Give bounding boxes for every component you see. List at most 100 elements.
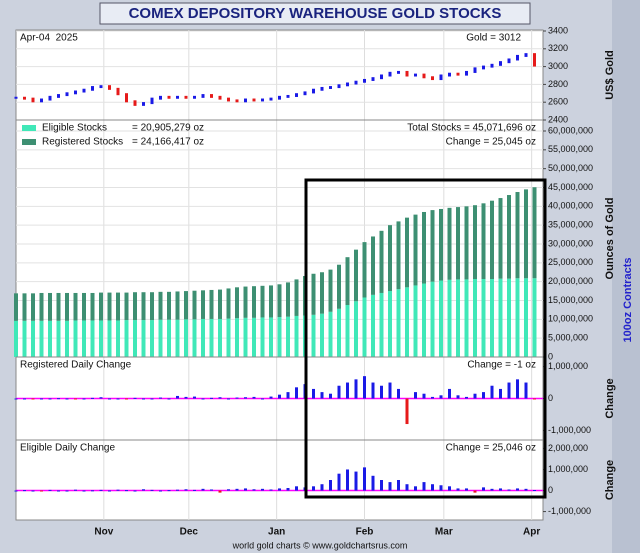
stock-bar	[371, 236, 375, 295]
price-bar	[57, 94, 60, 98]
stock-bar	[328, 269, 333, 312]
change-bar	[422, 482, 426, 491]
stock-bar	[158, 319, 163, 357]
stock-bar	[141, 292, 146, 321]
stock-bar	[481, 203, 486, 280]
y-tick-label: 0	[548, 485, 553, 495]
change-bar	[414, 486, 417, 491]
right-label: 100oz Contracts	[622, 258, 634, 343]
stock-bar	[243, 317, 248, 357]
y-axis-label: Change	[604, 378, 616, 418]
change-bar	[329, 480, 332, 491]
stock-bar	[167, 291, 171, 320]
price-bar	[193, 95, 196, 99]
stock-bar	[456, 279, 460, 357]
change-bar	[116, 489, 120, 491]
stock-bar	[507, 195, 511, 279]
price-bar	[397, 70, 400, 74]
change-bar	[176, 395, 179, 399]
footer: world gold charts © www.goldchartsrus.co…	[232, 540, 408, 550]
change-bar	[159, 490, 162, 492]
stock-bar	[337, 264, 341, 309]
price-bar	[108, 85, 111, 90]
price-bar	[167, 95, 171, 99]
price-bar	[456, 72, 460, 76]
x-tick-label: Jan	[268, 527, 285, 538]
stock-bar	[362, 242, 367, 298]
legend-label: Registered Stocks	[42, 137, 123, 148]
change-bar	[82, 398, 86, 400]
change-bar	[14, 490, 18, 492]
stock-bar	[413, 285, 418, 357]
stock-bar	[379, 230, 384, 293]
stock-bar	[447, 279, 452, 357]
change-bar	[346, 469, 349, 491]
change-bar	[269, 489, 273, 491]
change-bar	[354, 379, 358, 399]
change-bar	[465, 396, 468, 399]
stock-bar	[490, 200, 494, 280]
stock-bar	[286, 282, 290, 317]
change-bar	[193, 396, 196, 399]
stock-bar	[464, 279, 469, 357]
change-bar	[388, 482, 392, 491]
change-bar	[82, 490, 86, 492]
change-bar	[354, 471, 358, 491]
change-bar	[533, 398, 536, 400]
stock-bar	[48, 292, 52, 321]
price-bar	[125, 93, 128, 103]
change-bar	[320, 484, 324, 491]
price-bar	[533, 53, 536, 67]
change-bar	[516, 379, 519, 399]
change-bar	[133, 397, 137, 399]
y-tick-label: 2600	[548, 97, 568, 107]
change-bar	[125, 398, 128, 400]
stock-bar	[320, 313, 324, 357]
stock-bar	[201, 290, 205, 319]
stock-bar	[133, 320, 137, 357]
stock-bar	[218, 318, 222, 357]
price-bar	[439, 74, 443, 81]
stock-bar	[116, 292, 120, 321]
change-bar	[74, 489, 77, 491]
change-bar	[431, 484, 434, 491]
y-tick-label: 10,000,000	[548, 314, 593, 324]
change-bar	[456, 488, 460, 491]
stock-bar	[167, 319, 171, 357]
price-bar	[176, 95, 179, 99]
change-bar	[133, 490, 137, 492]
price-bar	[14, 96, 18, 99]
change-bar	[524, 488, 528, 491]
highlight-box	[304, 178, 547, 499]
stock-bar	[430, 281, 435, 357]
change-bar	[210, 397, 213, 399]
change-bar	[261, 398, 264, 400]
y-tick-label: 0	[548, 351, 553, 361]
plot-layer: Nov Dec Jan Feb Mar Apr 2400 2600 2800 3000 3200 34…	[14, 25, 616, 538]
stock-bar	[56, 320, 61, 357]
change-bar	[269, 396, 273, 399]
stock-bar	[22, 293, 27, 321]
price-bar	[82, 88, 86, 93]
change-bar	[201, 488, 205, 491]
stock-bar	[447, 207, 452, 280]
stock-bar	[56, 292, 61, 321]
change-bar	[244, 397, 247, 399]
y-tick-label: 55,000,000	[548, 144, 593, 154]
y-tick-label: 25,000,000	[548, 257, 593, 267]
change-bar	[31, 490, 35, 492]
price-bar	[244, 98, 247, 103]
change-bar	[65, 398, 69, 400]
price-bar	[286, 94, 290, 98]
price-bar	[252, 98, 256, 102]
change-bar	[473, 490, 477, 493]
stock-bar	[82, 320, 86, 357]
change-bar	[23, 490, 26, 492]
price-bar	[516, 54, 519, 61]
legend-label: Eligible Stocks	[42, 123, 107, 134]
stock-bar	[422, 211, 426, 284]
price-bar	[320, 86, 324, 91]
change-bar	[337, 473, 341, 491]
stock-bar	[456, 207, 460, 280]
y-axis-label: Change	[604, 460, 616, 500]
